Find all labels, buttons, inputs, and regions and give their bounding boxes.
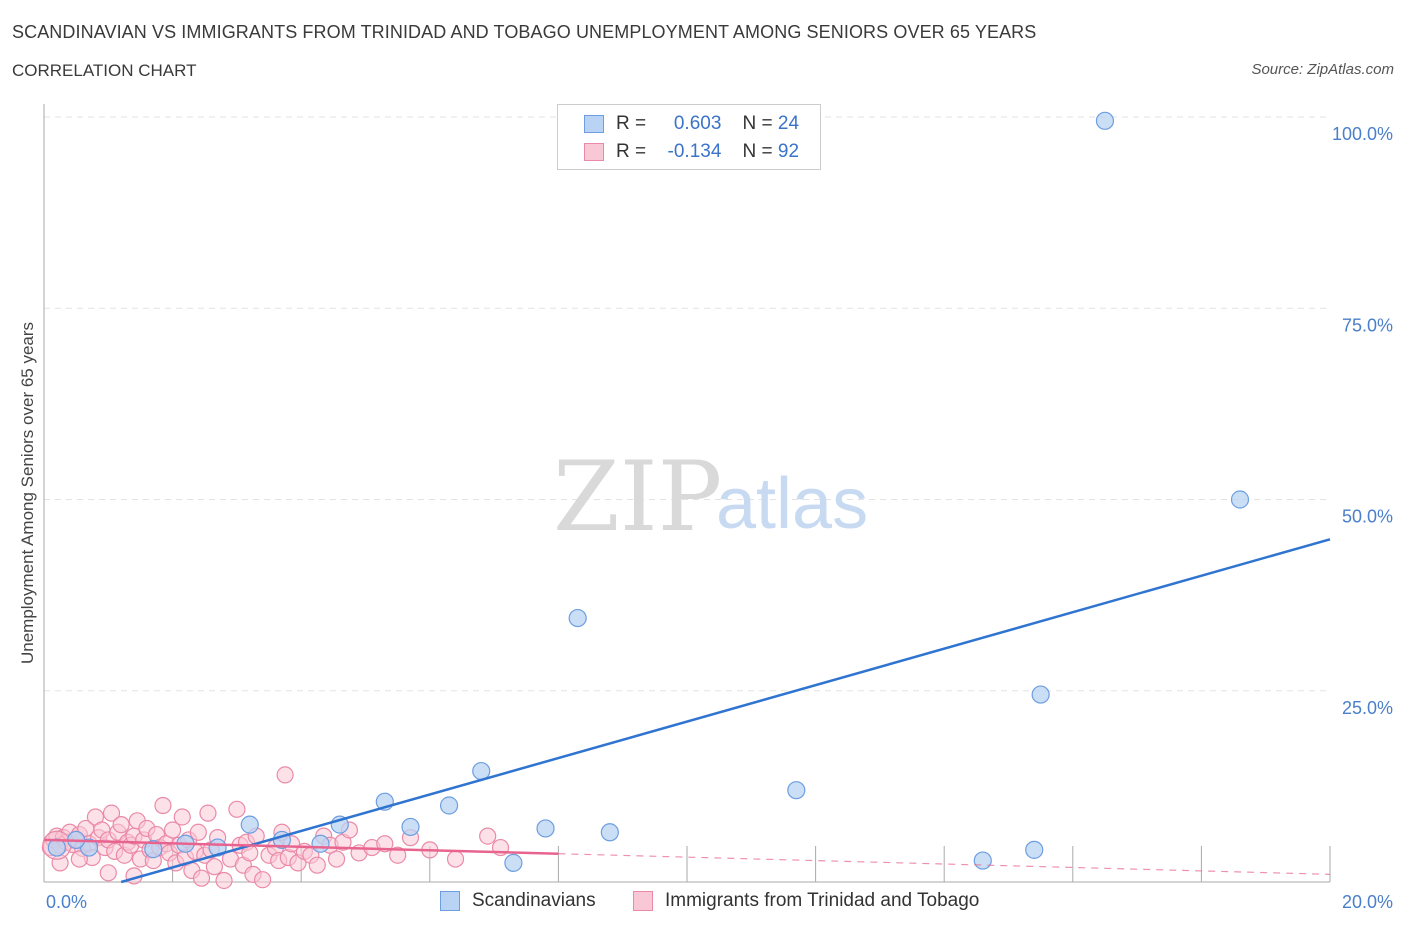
gridlines [44,116,1330,692]
data-point-trinidad [215,871,233,890]
legend-n-label: N = [742,113,773,134]
data-point-scandinavian [973,851,992,870]
chart-title: SCANDINAVIAN VS IMMIGRANTS FROM TRINIDAD… [12,22,1037,42]
data-point-trinidad [164,821,182,839]
x-tick-label: 20.0% [1342,892,1393,912]
data-point-trinidad [192,869,211,887]
y-tick-label: 50.0% [1342,507,1393,527]
data-point-scandinavian [536,819,555,838]
legend-swatch-blue [584,115,604,133]
data-point-scandinavian [787,781,806,800]
chart-subtitle: CORRELATION CHART [12,61,197,80]
data-point-trinidad [112,816,130,834]
data-point-trinidad [154,796,172,815]
legend-r-label: R = [616,113,647,134]
y-tick-label: 75.0% [1342,315,1393,335]
legend-label-trinidad: Immigrants from Trinidad and Tobago [665,890,980,911]
data-point-scandinavian [240,815,259,834]
data-point-scandinavian [401,817,420,837]
legend-n-label: N = [742,141,773,162]
legend-row-trinidad: R = -0.134 N = 92 [584,140,799,164]
data-point-trinidad [327,850,346,868]
data-point-trinidad [389,846,407,864]
data-point-trinidad [102,804,121,822]
data-point-scandinavian [568,608,587,628]
y-tick-label: 100.0% [1332,124,1393,144]
x-tick-label: 0.0% [46,892,87,912]
legend-swatch-blue [440,891,460,911]
data-point-trinidad [70,850,88,868]
chart-source: Source: ZipAtlas.com [1251,61,1394,78]
data-point-scandinavian [1025,840,1044,859]
legend-swatch-pink [584,143,604,161]
data-point-trinidad [228,800,246,818]
data-point-scandinavian [144,840,163,859]
legend-row-scandinavians: R = 0.603 N = 24 [584,112,799,136]
legend-n-value: 24 [777,113,800,134]
legend-item-trinidad[interactable]: Immigrants from Trinidad and Tobago [633,890,979,912]
tick-labels: 25.0% 50.0% 75.0% 100.0% 0.0% 20.0% [46,124,1393,912]
legend-label-scandinavians: Scandinavians [472,890,596,911]
trend-line-trinidad-extension [558,853,1331,875]
data-point-trinidad [308,856,326,874]
legend-r-value: -0.134 [667,141,722,162]
data-point-trinidad [276,766,294,784]
data-point-trinidad [199,804,217,822]
legend-item-scandinavians[interactable]: Scandinavians [440,890,596,912]
legend-r-label: R = [616,141,647,162]
series-trinidad-points [41,766,510,890]
data-point-trinidad [446,850,465,868]
trend-line-trinidad [43,838,559,855]
data-point-trinidad [99,864,117,882]
data-point-trinidad [254,871,272,889]
legend-n-value: 92 [777,141,800,162]
watermark-zip: ZIP [553,441,722,553]
legend-r-value: 0.603 [673,113,722,134]
data-point-scandinavian [1095,111,1115,130]
correlation-legend: R = 0.603 N = 24 R = -0.134 N = 92 [557,104,821,170]
data-point-scandinavian [439,796,459,815]
y-tick-label: 25.0% [1342,698,1393,718]
data-point-trinidad [205,858,223,876]
watermark: ZIP atlas [553,441,868,553]
trend-line-scandinavians [120,538,1331,884]
watermark-atlas: atlas [716,464,868,544]
data-point-trinidad [479,827,497,845]
data-point-scandinavian [1230,490,1250,509]
data-point-scandinavian [1031,685,1050,704]
trend-lines [43,538,1331,884]
data-point-scandinavian [311,834,330,853]
series-legend: Scandinavians Immigrants from Trinidad a… [0,888,1406,916]
data-point-scandinavian [504,853,523,872]
legend-swatch-pink [633,891,653,911]
data-point-scandinavian [600,823,619,842]
data-point-trinidad [189,823,207,841]
data-point-trinidad [173,808,191,826]
